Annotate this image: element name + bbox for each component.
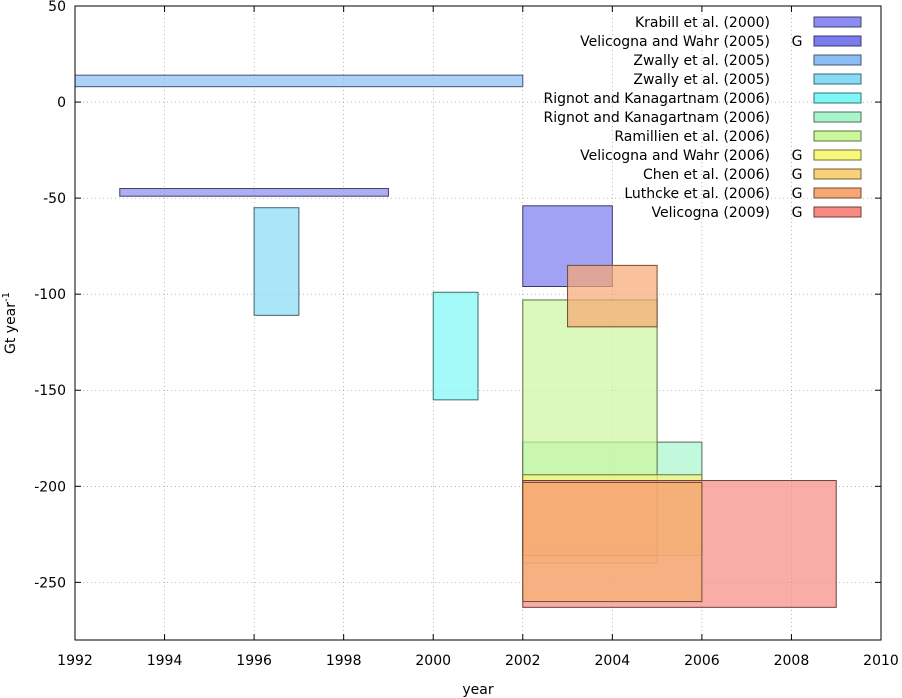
legend-label: Rignot and Kanagartnam (2006): [544, 110, 770, 126]
legend-swatch: [813, 206, 862, 218]
y-tick-label: 0: [57, 95, 66, 111]
y-tick-label: -150: [34, 383, 66, 399]
y-tick-label: -200: [34, 479, 66, 495]
legend-tag: G: [792, 186, 803, 202]
legend-label: Rignot and Kanagartnam (2006): [544, 91, 770, 107]
data-box-4: [253, 207, 300, 316]
y-axis-label: Gt year-1: [1, 292, 19, 354]
legend-tag: G: [792, 148, 803, 164]
y-tick-label: 50: [48, 0, 66, 15]
x-tick-label: 1994: [147, 653, 183, 669]
legend-label: Velicogna and Wahr (2006): [580, 148, 770, 164]
data-box-1: [119, 188, 389, 197]
x-axis: 1992 1994 1996 1998 2000 2002 2004 2006 2008 2010: [57, 6, 899, 669]
y-axis: 50 0 -50 -100 -150 -200 -250: [34, 0, 881, 591]
data-box-5: [432, 291, 479, 401]
y-axis-label-superscript: -1: [1, 292, 12, 302]
legend-swatch: [813, 187, 862, 199]
legend-label: Zwally et al. (2005): [633, 72, 770, 88]
x-tick-label: 2004: [595, 653, 631, 669]
x-tick-label: 2002: [505, 653, 541, 669]
legend-tag: G: [792, 205, 803, 221]
legend-label: Krabill et al. (2000): [635, 15, 770, 31]
legend-swatch: [813, 73, 862, 85]
x-tick-label: 1996: [236, 653, 272, 669]
legend-swatch: [813, 16, 862, 28]
x-tick-label: 2000: [415, 653, 451, 669]
y-tick-label: -250: [34, 575, 66, 591]
y-tick-label: -50: [43, 191, 66, 207]
x-axis-label: year: [462, 682, 493, 698]
x-tick-label: 2008: [774, 653, 810, 669]
plot-frame: [74, 5, 882, 641]
legend-swatch: [813, 168, 862, 180]
y-axis-label-text: Gt year: [3, 302, 19, 354]
x-tick-label: 1992: [57, 653, 93, 669]
legend-tag: G: [792, 34, 803, 50]
legend-label: Luthcke et al. (2006): [624, 186, 770, 202]
legend-swatch: [813, 92, 862, 104]
legend: Krabill et al. (2000) Velicogna and Wahr …: [544, 15, 862, 221]
legend-label: Zwally et al. (2005): [633, 53, 770, 69]
x-tick-label: 2006: [684, 653, 720, 669]
legend-swatch: [813, 149, 862, 161]
data-box-12: [522, 481, 703, 603]
legend-swatch: [813, 54, 862, 66]
x-tick-label: 2010: [863, 653, 899, 669]
legend-label: Velicogna and Wahr (2005): [580, 34, 770, 50]
plot-area: [74, 74, 837, 608]
legend-label: Ramillien et al. (2006): [614, 129, 770, 145]
legend-swatch: [813, 111, 862, 123]
legend-label: Chen et al. (2006): [643, 167, 770, 183]
legend-tag: G: [792, 167, 803, 183]
data-box-3: [74, 74, 524, 88]
x-tick-label: 1998: [326, 653, 362, 669]
legend-swatch: [813, 35, 862, 47]
legend-label: Velicogna (2009): [652, 205, 771, 221]
legend-swatch: [813, 130, 862, 142]
y-tick-label: -100: [34, 287, 66, 303]
data-box-10: [567, 264, 658, 328]
